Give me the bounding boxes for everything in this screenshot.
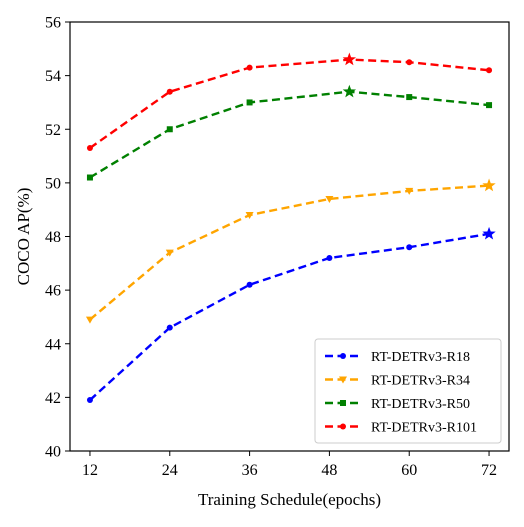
series-3 (86, 84, 493, 181)
data-point (86, 174, 93, 181)
series-line (89, 90, 490, 179)
y-tick-label: 56 (45, 15, 61, 32)
data-point (166, 324, 173, 331)
data-point (86, 397, 93, 404)
series-2 (85, 178, 496, 324)
highlight-point (342, 52, 357, 66)
y-tick-label: 54 (45, 68, 61, 85)
y-tick-label: 40 (45, 444, 61, 461)
highlight-point (482, 178, 496, 192)
x-tick-label: 24 (162, 462, 178, 479)
y-axis-ticks: 40 42 44 46 48 50 52 54 56 (45, 15, 70, 461)
highlight-point (482, 226, 496, 240)
y-tick-label: 42 (45, 390, 61, 407)
x-tick-label: 48 (321, 462, 337, 479)
legend-item: RT-DETRv3-R50 (325, 397, 470, 412)
data-point (486, 67, 493, 74)
series-layer (85, 52, 496, 404)
legend-item: RT-DETRv3-R101 (325, 421, 477, 436)
y-tick-label: 44 (45, 336, 61, 353)
x-tick-label: 36 (242, 462, 258, 479)
legend-label: RT-DETRv3-R50 (371, 397, 470, 412)
x-tick-label: 72 (481, 462, 497, 479)
legend-label: RT-DETRv3-R18 (371, 350, 470, 365)
series-line (89, 232, 490, 401)
legend-item: RT-DETRv3-R18 (325, 350, 470, 365)
legend-item: RT-DETRv3-R34 (325, 374, 470, 389)
data-point (326, 254, 333, 261)
legend-label: RT-DETRv3-R34 (371, 374, 470, 389)
y-tick-label: 46 (45, 283, 61, 300)
data-point (406, 94, 413, 101)
data-point (246, 281, 253, 288)
data-point (486, 102, 493, 109)
y-axis-label: COCO AP(%) (14, 188, 33, 286)
data-point (165, 249, 174, 257)
legend-marker (340, 423, 346, 430)
data-point (246, 64, 253, 71)
data-point (406, 244, 413, 251)
data-point (405, 187, 414, 195)
x-tick-label: 12 (82, 462, 98, 479)
series-1 (86, 226, 496, 404)
series-line (89, 58, 490, 150)
highlight-point (342, 84, 357, 98)
series-4 (86, 52, 493, 152)
data-point (245, 212, 254, 220)
data-point (85, 316, 94, 324)
legend-label: RT-DETRv3-R101 (371, 421, 477, 436)
data-point (86, 145, 93, 152)
legend-marker (340, 400, 346, 406)
x-axis-label: Training Schedule(epochs) (198, 490, 381, 509)
y-tick-label: 52 (45, 122, 61, 139)
legend: RT-DETRv3-R18 RT-DETRv3-R34 RT-DETRv3-R50 R… (314, 338, 502, 444)
data-point (166, 88, 173, 95)
legend-marker (340, 353, 346, 359)
legend-box (314, 338, 502, 444)
data-point (325, 195, 334, 203)
y-tick-label: 48 (45, 229, 61, 246)
x-axis-ticks: 12 24 36 48 60 72 (82, 451, 497, 479)
series-line (89, 184, 490, 321)
data-point (406, 59, 413, 66)
legend-marker (339, 376, 347, 384)
data-point (246, 99, 253, 106)
x-tick-label: 60 (401, 462, 417, 479)
data-point (166, 126, 173, 133)
y-tick-label: 50 (45, 175, 61, 192)
